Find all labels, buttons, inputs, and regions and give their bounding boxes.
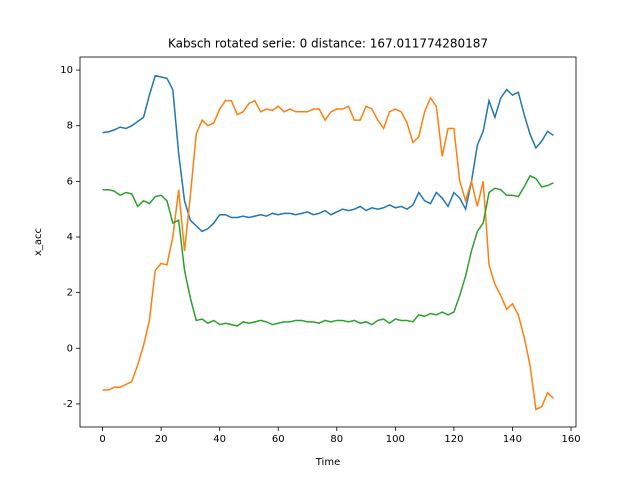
y-axis-label: x_acc <box>33 228 44 256</box>
series-line <box>102 74 554 233</box>
series-line <box>102 96 554 411</box>
y-tick-label: 8 <box>67 121 73 132</box>
x-tick-label: 160 <box>561 434 580 445</box>
x-tick-label: 60 <box>272 434 285 445</box>
y-tick-label: 6 <box>67 176 73 187</box>
x-tick-label: 40 <box>213 434 226 445</box>
y-tick-label: 10 <box>60 65 73 76</box>
series-line <box>102 174 554 327</box>
x-axis-label: Time <box>315 457 340 468</box>
x-tick-label: 100 <box>386 434 405 445</box>
x-tick-label: 80 <box>330 434 343 445</box>
x-tick-label: 20 <box>155 434 168 445</box>
y-tick-label: 2 <box>67 288 73 299</box>
x-tick-label: 140 <box>503 434 522 445</box>
y-tick-label: -2 <box>63 399 73 410</box>
y-tick-label: 0 <box>67 343 73 354</box>
x-tick-label: 0 <box>99 434 105 445</box>
plot-frame <box>79 56 577 428</box>
chart-title: Kabsch rotated serie: 0 distance: 167.01… <box>168 37 488 51</box>
y-tick-label: 4 <box>67 232 73 243</box>
x-tick-label: 120 <box>444 434 463 445</box>
